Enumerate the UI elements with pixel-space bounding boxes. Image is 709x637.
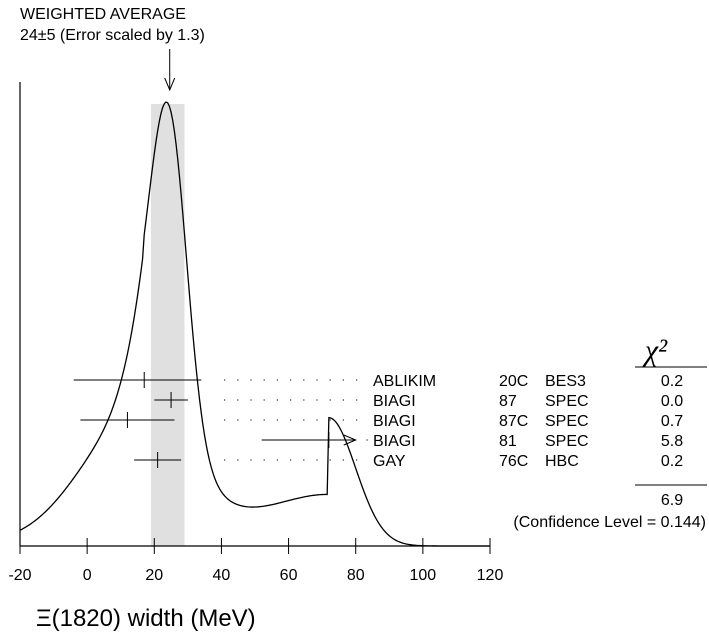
- measurement-year: 76C: [499, 453, 528, 470]
- x-tick-label: 60: [280, 567, 298, 584]
- x-axis-label: Ξ(1820) width (MeV): [36, 605, 256, 632]
- measurement-author: BIAGI: [373, 413, 416, 430]
- measurement-row: ABLIKIM 20C BES3 0.2: [73, 372, 683, 390]
- weighted-average-value: 24±5 (Error scaled by 1.3): [20, 27, 205, 44]
- measurement-row: BIAGI 87 SPEC 0.0: [154, 392, 683, 410]
- measurement-technique: SPEC: [545, 413, 589, 430]
- measurement-technique: SPEC: [545, 433, 589, 450]
- chi2-total: 6.9: [661, 492, 683, 509]
- x-tick-label: 100: [410, 567, 437, 584]
- measurement-chi2: 0.2: [661, 453, 683, 470]
- measurement-row: BIAGI 81 SPEC 5.8: [261, 432, 683, 450]
- measurement-chi2: 0.2: [661, 373, 683, 390]
- measurement-author: GAY: [373, 453, 406, 470]
- measurements: ABLIKIM 20C BES3 0.2 BIAGI 87 SPEC 0.0 BIAGI 87C S…: [73, 372, 683, 470]
- chi2-header: χ²: [642, 334, 668, 367]
- measurement-author: BIAGI: [373, 433, 416, 450]
- weighted-average-label: WEIGHTED AVERAGE: [20, 6, 186, 23]
- measurement-year: 87: [499, 393, 517, 410]
- x-tick-label: 20: [145, 567, 163, 584]
- measurement-technique: SPEC: [545, 393, 589, 410]
- measurement-technique: BES3: [545, 373, 586, 390]
- measurement-chi2: 5.8: [661, 433, 683, 450]
- weighted-average-arrow: [164, 49, 176, 92]
- x-ticks: -20 0 20 40 60 80 100 120: [8, 538, 503, 584]
- measurement-author: BIAGI: [373, 393, 416, 410]
- x-tick-label: 0: [83, 567, 92, 584]
- x-tick-label: 120: [477, 567, 504, 584]
- measurement-row: GAY 76C HBC 0.2: [134, 452, 683, 470]
- confidence-level: (Confidence Level = 0.144): [513, 514, 706, 531]
- measurement-author: ABLIKIM: [373, 373, 436, 390]
- measurement-year: 81: [499, 433, 517, 450]
- measurement-year: 87C: [499, 413, 528, 430]
- x-tick-label: 80: [347, 567, 365, 584]
- measurement-chi2: 0.7: [661, 413, 683, 430]
- weighted-average-band: [150, 104, 185, 546]
- x-tick-label: -20: [8, 567, 31, 584]
- measurement-chi2: 0.0: [661, 393, 683, 410]
- measurement-year: 20C: [499, 373, 528, 390]
- x-tick-label: 40: [213, 567, 231, 584]
- measurement-technique: HBC: [545, 453, 579, 470]
- ideogram-curve: [19, 101, 490, 547]
- error-bar-arrow: [343, 434, 358, 446]
- average-arrow-head: [164, 77, 176, 92]
- measurement-row: BIAGI 87C SPEC 0.7: [80, 412, 683, 430]
